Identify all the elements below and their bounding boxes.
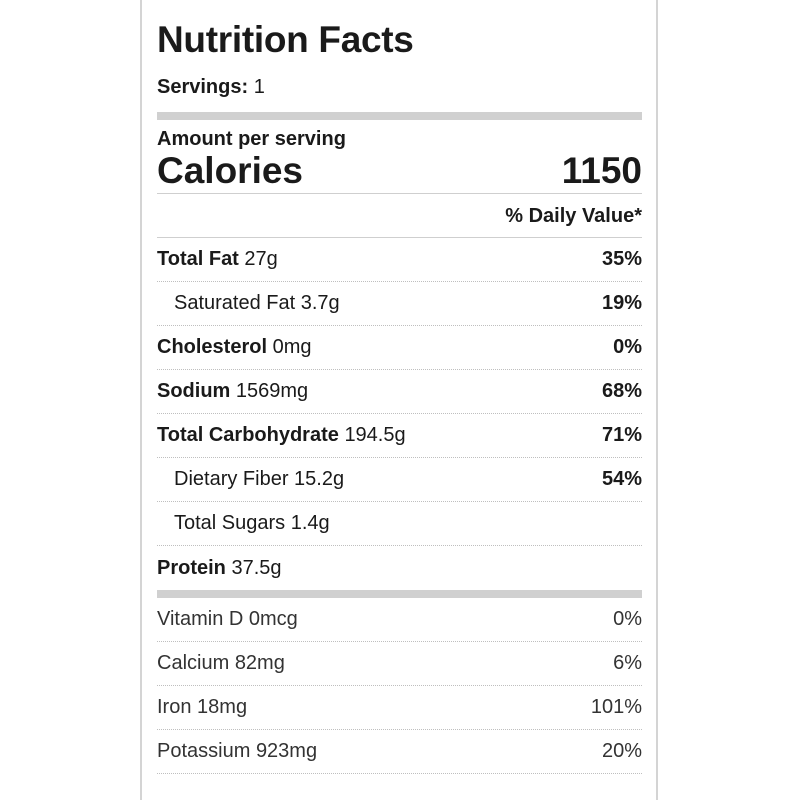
vitamin-amount: 82mg — [234, 652, 285, 674]
nutrient-amount: 1.4g — [290, 512, 330, 534]
vitamin-row-calcium: Calcium 82mg 6% — [157, 642, 642, 686]
nutrient-name: Total Carbohydrate — [157, 424, 339, 446]
vitamin-label: Iron 18mg — [157, 696, 247, 719]
nutrient-amount: 194.5g — [344, 424, 406, 446]
nutrient-amount: 37.5g — [231, 556, 282, 579]
vitamin-dv: 101% — [590, 696, 642, 718]
label-frame — [140, 0, 658, 800]
nutrient-label: Cholesterol 0mg — [157, 336, 312, 359]
nutrient-label: Total Sugars 1.4g — [157, 512, 330, 535]
nutrition-label: Nutrition Facts Servings: 1 Amount per s… — [157, 0, 642, 774]
page-title: Nutrition Facts — [157, 19, 414, 60]
vitamin-row-vitamin-d: Vitamin D 0mcg 0% — [157, 598, 642, 642]
nutrient-row-total-fat: Total Fat 27g 35% — [157, 238, 642, 282]
nutrient-dv: 54% — [601, 468, 642, 490]
vitamin-label: Calcium 82mg — [157, 652, 285, 675]
nutrient-dv: 19% — [601, 292, 642, 314]
vitamin-amount: 18mg — [197, 696, 248, 718]
vitamin-row-potassium: Potassium 923mg 20% — [157, 730, 642, 774]
servings-label: Servings: — [157, 76, 249, 98]
nutrient-name: Total Sugars — [174, 512, 286, 534]
nutrient-name: Saturated Fat — [174, 292, 296, 314]
nutrient-label: Dietary Fiber 15.2g — [157, 468, 344, 491]
nutrient-dv: 68% — [601, 380, 642, 402]
calories-value: 1150 — [561, 150, 642, 191]
nutrient-row-saturated-fat: Saturated Fat 3.7g 19% — [157, 282, 642, 326]
nutrient-name: Cholesterol — [157, 336, 268, 358]
vitamin-dv: 0% — [613, 608, 642, 630]
nutrient-row-dietary-fiber: Dietary Fiber 15.2g 54% — [157, 458, 642, 502]
nutrient-name: Protein — [157, 556, 226, 579]
calories-label: Calories — [157, 150, 304, 191]
vitamin-label: Vitamin D 0mcg — [157, 608, 298, 631]
vitamin-amount: 0mcg — [248, 608, 298, 630]
vitamin-row-iron: Iron 18mg 101% — [157, 686, 642, 730]
nutrient-dv: 35% — [601, 248, 642, 270]
calories-row: Calories 1150 — [157, 151, 642, 194]
vitamin-name: Potassium — [157, 740, 251, 762]
servings-line: Servings: 1 — [157, 75, 642, 99]
nutrient-amount: 27g — [244, 248, 278, 270]
nutrient-row-cholesterol: Cholesterol 0mg 0% — [157, 326, 642, 370]
vitamin-label: Potassium 923mg — [157, 740, 317, 763]
vitamin-name: Calcium — [157, 652, 230, 674]
vitamins-divider — [157, 590, 642, 598]
nutrient-row-protein: Protein 37.5g — [157, 546, 642, 590]
nutrient-row-total-sugars: Total Sugars 1.4g — [157, 502, 642, 546]
amount-per-serving: Amount per serving — [157, 128, 346, 150]
nutrient-amount: 1569mg — [235, 380, 309, 402]
nutrient-label: Sodium 1569mg — [157, 380, 308, 403]
nutrient-label: Saturated Fat 3.7g — [157, 292, 340, 315]
vitamin-dv: 20% — [601, 740, 642, 762]
servings-value: 1 — [253, 76, 265, 98]
vitamin-amount: 923mg — [255, 740, 318, 762]
nutrient-row-total-carbohydrate: Total Carbohydrate 194.5g 71% — [157, 414, 642, 458]
nutrient-dv: 71% — [601, 424, 642, 446]
nutrient-name: Total Fat — [157, 248, 239, 270]
daily-value-header: % Daily Value* — [157, 194, 642, 238]
nutrient-label: Total Carbohydrate 194.5g — [157, 424, 406, 447]
nutrient-label: Protein 37.5g — [157, 557, 282, 580]
nutrient-amount: 15.2g — [294, 468, 345, 490]
nutrient-dv: 0% — [613, 336, 642, 358]
vitamin-dv: 6% — [613, 652, 642, 674]
nutrient-row-sodium: Sodium 1569mg 68% — [157, 370, 642, 414]
nutrient-label: Total Fat 27g — [157, 248, 278, 271]
nutrient-name: Sodium — [157, 380, 231, 402]
vitamin-name: Iron — [157, 696, 192, 718]
top-divider — [157, 112, 642, 120]
nutrient-name: Dietary Fiber — [174, 468, 289, 490]
vitamin-name: Vitamin D — [157, 608, 244, 630]
nutrient-amount: 3.7g — [300, 292, 340, 314]
nutrient-amount: 0mg — [272, 336, 312, 358]
